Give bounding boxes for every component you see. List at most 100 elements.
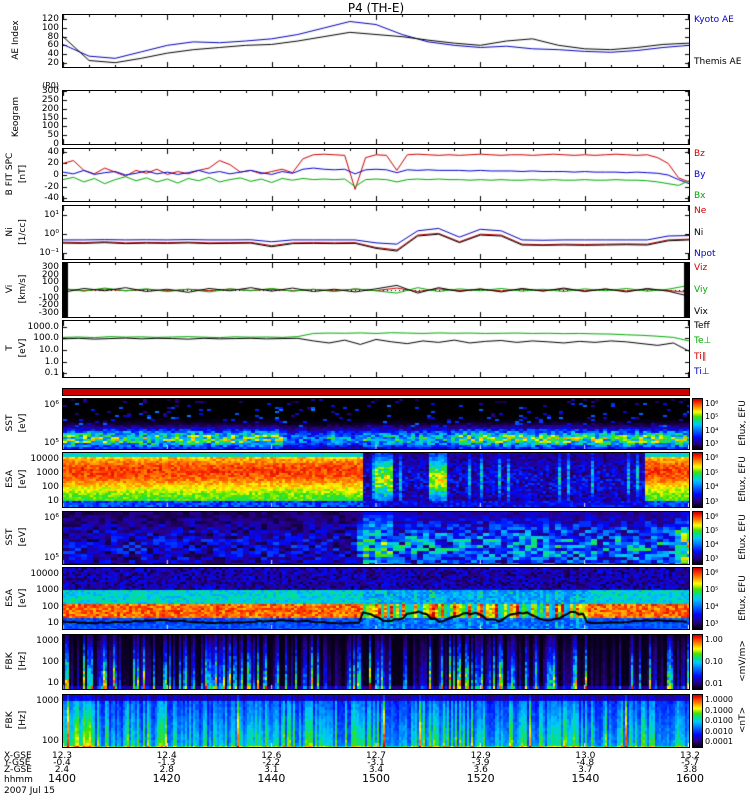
ytick: 40	[47, 49, 59, 59]
panel-esa_i	[62, 452, 690, 508]
colorbar-tick: 0.01	[705, 679, 723, 688]
canvas-b	[63, 149, 689, 201]
axis-value: 1600	[676, 772, 704, 785]
colorbar-esa_i	[692, 452, 703, 508]
ytick: 60	[47, 40, 59, 51]
colorbar-unit-fbk_b: <nT>	[738, 706, 748, 734]
ytick: 300	[41, 261, 59, 272]
axis-value: 3.6	[473, 765, 488, 775]
ytick: 10000	[30, 454, 59, 464]
axis-value: 1520	[466, 772, 495, 785]
canvas-v	[63, 263, 689, 317]
axis-value: 12.3	[51, 751, 73, 761]
canvas-esa_i	[63, 453, 689, 507]
colorbar-tick: 10⁵	[705, 412, 719, 422]
axis-value: 12.7	[365, 751, 387, 761]
colorbar-tick: 10³	[705, 497, 719, 506]
colorbar-tick: 0.0100	[705, 716, 733, 725]
axis-value: -1.3	[157, 758, 176, 768]
ytick: 100.0	[33, 333, 59, 344]
colorbar-tick: 0.10	[705, 657, 723, 666]
axis-value: 12.4	[156, 751, 177, 761]
panel-sst_e	[62, 511, 690, 565]
axis-row-label: X-GSE	[4, 751, 32, 761]
axis-value: 2.8	[159, 765, 174, 775]
canvas-esa_e	[63, 568, 689, 629]
colorbar-tick: 1.0000	[705, 695, 733, 704]
ytick: 0	[53, 170, 59, 180]
ytick: 0	[53, 285, 59, 295]
legend-v: Vix	[694, 307, 708, 317]
axis-value: 12.6	[261, 751, 282, 761]
ytick: 100	[41, 657, 59, 667]
axis-value: 1400	[48, 772, 76, 785]
canvas-fbk_e	[63, 635, 689, 689]
axis-value: 3.7	[578, 765, 593, 775]
canvas-sst_e	[63, 512, 689, 564]
canvas-ae	[63, 15, 689, 67]
axis-value: 1440	[257, 772, 286, 785]
ytick: 10⁰	[43, 229, 59, 240]
legend-v: Viz	[694, 263, 708, 273]
axis-value: -3.9	[471, 758, 490, 768]
ytick: 1000	[36, 696, 59, 706]
colorbar-tick: 0.0010	[705, 726, 733, 736]
ytick: 20	[47, 158, 59, 169]
panel-esa_e	[62, 567, 690, 630]
colorbar-tick: 10⁴	[705, 482, 719, 492]
legend-t: Te⊥	[694, 336, 712, 347]
legend-b: By	[694, 170, 706, 180]
axis-row-label: hhmm	[4, 775, 33, 785]
ytick: 80	[47, 31, 59, 42]
canvas-sst_i	[63, 399, 689, 449]
legend-n: Npot	[694, 249, 716, 259]
ytick: -200	[38, 300, 59, 311]
panel-b	[62, 148, 690, 202]
axis-value: 1540	[571, 772, 600, 785]
colorbar-tick: 10⁵	[705, 467, 719, 477]
colorbar-tick: 10³	[705, 554, 719, 563]
ytick: -40	[44, 193, 59, 204]
axis-value: 3.4	[368, 765, 384, 775]
ytick: 0.1	[44, 368, 59, 379]
legend-n: Ni	[694, 227, 704, 238]
colorbar-tick: 10⁵	[705, 526, 719, 535]
ytick: 100	[41, 23, 59, 33]
ytick: -100	[38, 292, 59, 303]
ytick: 10⁻¹	[39, 248, 59, 259]
ytick: 10.0	[38, 345, 59, 356]
colorbar-fbk_b	[692, 694, 703, 748]
ytick: 50	[47, 130, 59, 141]
legend-ae: Kyoto AE	[694, 15, 734, 25]
ytick: 300	[41, 86, 59, 96]
axis-row-label: Y-GSE	[4, 758, 31, 768]
axis-value: -5.7	[681, 758, 699, 768]
canvas-keogram	[63, 91, 689, 144]
panel-n	[62, 205, 690, 260]
ytick: 0	[53, 139, 59, 149]
axis-value: -3.1	[367, 758, 385, 768]
ytick: 40	[47, 146, 59, 157]
ytick: 200	[41, 269, 59, 280]
ytick: 10	[47, 678, 59, 688]
panel-fbk_b	[62, 694, 690, 748]
colorbar-tick: 10⁶	[705, 399, 719, 408]
colorbar-tick: 10³	[705, 619, 719, 628]
ytick: -20	[44, 181, 59, 192]
ytick: 100	[41, 277, 59, 288]
axis-value: 1500	[362, 772, 390, 785]
ytick: 10⁵	[43, 553, 59, 563]
colorbar-tick: 10³	[705, 439, 719, 448]
panel-v	[62, 262, 690, 318]
axis-value: 3.8	[682, 765, 698, 775]
axis-value: -0.4	[53, 758, 71, 768]
ytick: 150	[41, 112, 59, 123]
legend-b: Bz	[694, 149, 705, 159]
legend-t: Ti∥	[694, 351, 707, 362]
axis-value: 13.0	[575, 751, 596, 761]
colorbar-sst_i	[692, 398, 703, 450]
ytick: 10⁵	[43, 438, 59, 448]
colorbar-tick: 0.1000	[705, 705, 733, 715]
colorbar-sst_e	[692, 511, 703, 565]
